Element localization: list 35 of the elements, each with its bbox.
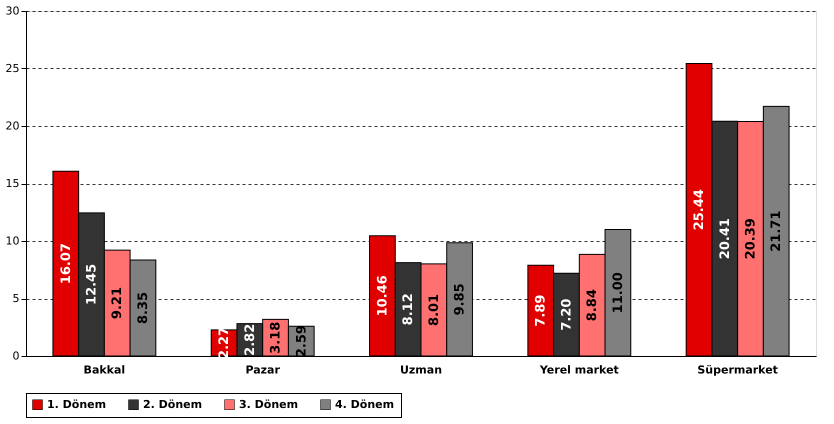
data-label: 2.59 (294, 325, 310, 358)
data-label: 8.12 (401, 293, 416, 326)
data-label: 8.84 (585, 289, 600, 322)
x-tick-label: Yerel market (538, 364, 619, 376)
data-label: 21.71 (769, 210, 784, 252)
data-label: 16.07 (58, 243, 74, 284)
y-tick-label: 5 (12, 292, 20, 305)
legend-label: 3. Dönem (239, 398, 298, 411)
data-label: 20.39 (743, 218, 758, 260)
data-label: 9.85 (452, 283, 468, 316)
legend-label: 1. Dönem (47, 398, 106, 411)
data-label: 20.41 (718, 218, 733, 260)
data-label: 8.35 (136, 292, 151, 324)
x-tick-label: Süpermarket (697, 364, 778, 376)
data-label: 7.89 (534, 294, 549, 327)
legend-label: 4. Dönem (335, 398, 394, 411)
data-label: 2.82 (242, 324, 258, 356)
data-label: 7.20 (559, 298, 574, 331)
data-label: 25.44 (692, 189, 708, 230)
y-tick-label: 30 (6, 4, 20, 18)
data-label: 9.21 (110, 287, 126, 320)
data-label: 11.00 (610, 272, 626, 314)
data-label: 8.01 (426, 294, 442, 326)
y-tick-label: 10 (6, 234, 20, 248)
y-tick-label: 20 (6, 120, 20, 132)
legend-label: 2. Dönem (143, 398, 202, 411)
y-tick-label: 15 (6, 177, 20, 190)
data-label: 10.46 (375, 275, 390, 316)
x-tick-label: Pazar (245, 364, 280, 376)
x-tick-label: Bakkal (84, 364, 126, 376)
y-tick-label: 0 (12, 350, 20, 362)
data-label: 12.45 (84, 264, 100, 305)
y-tick-label: 25 (6, 62, 20, 75)
x-tick-label: Uzman (400, 364, 442, 376)
data-label: 3.18 (268, 322, 284, 354)
